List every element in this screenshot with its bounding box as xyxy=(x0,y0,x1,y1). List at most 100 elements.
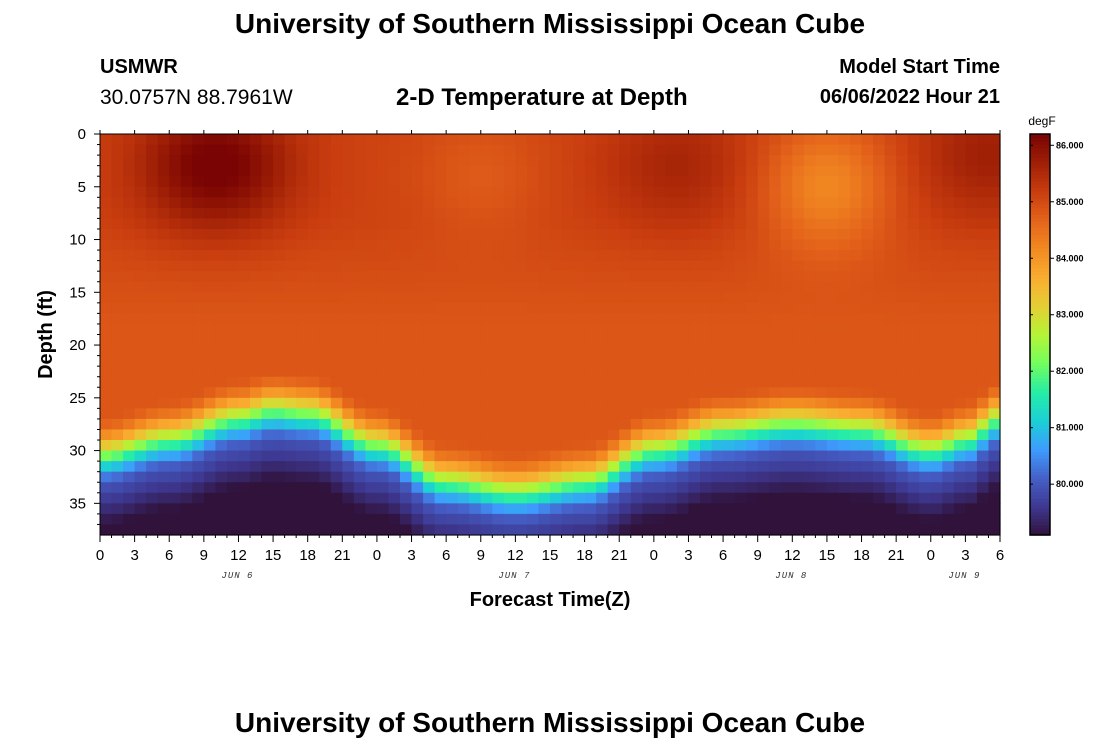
heatmap-cell xyxy=(400,186,413,198)
heatmap-cell xyxy=(930,260,943,272)
heatmap-cell xyxy=(584,440,597,452)
heatmap-cell xyxy=(492,440,505,452)
heatmap-cell xyxy=(976,165,990,177)
heatmap-cell xyxy=(515,302,528,314)
heatmap-cell xyxy=(803,471,816,483)
heatmap-cell xyxy=(884,260,897,272)
heatmap-cell xyxy=(688,186,701,198)
heatmap-cell xyxy=(746,281,759,293)
heatmap-cell xyxy=(584,482,597,494)
heatmap-cell xyxy=(273,513,286,526)
heatmap-cell xyxy=(780,450,793,462)
heatmap-cell xyxy=(619,218,632,230)
heatmap-cell xyxy=(526,271,540,283)
heatmap-cell xyxy=(503,176,516,188)
heatmap-cell xyxy=(792,250,805,262)
heatmap-cell xyxy=(988,387,1001,399)
heatmap-cell xyxy=(642,492,655,504)
heatmap-cell xyxy=(284,239,297,251)
heatmap-cell xyxy=(192,503,205,515)
heatmap-cell xyxy=(665,218,678,230)
heatmap-cell xyxy=(261,260,274,272)
heatmap-cell xyxy=(307,292,320,304)
heatmap-cell xyxy=(503,228,516,241)
heatmap-cell xyxy=(180,503,193,515)
heatmap-cell xyxy=(192,397,205,409)
heatmap-cell xyxy=(330,450,343,462)
heatmap-cell xyxy=(180,302,193,314)
heatmap-cell xyxy=(803,260,816,272)
heatmap-cell xyxy=(330,461,343,473)
heatmap-cell xyxy=(734,503,747,515)
heatmap-cell xyxy=(134,144,147,156)
heatmap-cell xyxy=(503,376,516,388)
heatmap-cell xyxy=(342,218,355,230)
heatmap-cell xyxy=(296,408,309,420)
heatmap-cell xyxy=(861,228,874,241)
heatmap-cell xyxy=(284,281,297,293)
heatmap-cell xyxy=(273,366,286,378)
heatmap-cell xyxy=(376,355,390,367)
heatmap-cell xyxy=(215,144,228,156)
heatmap-cell xyxy=(273,197,286,209)
heatmap-cell xyxy=(896,492,909,504)
heatmap-cell xyxy=(642,176,655,188)
heatmap-cell xyxy=(653,387,666,399)
colorbar-segment xyxy=(1030,341,1050,346)
heatmap-cell xyxy=(596,186,609,198)
heatmap-cell xyxy=(157,355,170,367)
heatmap-cell xyxy=(353,376,366,388)
heatmap-cell xyxy=(342,313,355,325)
colorbar-segment xyxy=(1030,347,1050,352)
heatmap-cell xyxy=(688,134,701,146)
heatmap-cell xyxy=(826,281,840,293)
heatmap-cell xyxy=(815,387,828,399)
heatmap-cell xyxy=(907,207,920,220)
heatmap-cell xyxy=(700,376,713,388)
heatmap-cell xyxy=(919,250,932,262)
heatmap-cell xyxy=(296,155,309,167)
heatmap-cell xyxy=(792,397,805,409)
heatmap-cell xyxy=(238,292,251,304)
heatmap-cell xyxy=(192,440,205,452)
heatmap-cell xyxy=(861,461,874,473)
heatmap-cell xyxy=(653,218,666,230)
heatmap-cell xyxy=(434,228,447,241)
heatmap-cell xyxy=(226,134,240,146)
heatmap-cell xyxy=(376,482,390,494)
colorbar-segment xyxy=(1030,144,1050,148)
heatmap-cell xyxy=(538,492,551,504)
heatmap-cell xyxy=(238,440,251,452)
heatmap-cell xyxy=(769,165,782,177)
heatmap-cell xyxy=(550,376,563,388)
heatmap-cell xyxy=(123,250,136,262)
heatmap-cell xyxy=(503,524,516,536)
heatmap-cell xyxy=(226,450,240,462)
heatmap-cell xyxy=(769,176,782,188)
heatmap-cell xyxy=(526,165,540,177)
heatmap-cell xyxy=(469,492,482,504)
heatmap-cell xyxy=(965,281,978,293)
heatmap-cell xyxy=(192,218,205,230)
heatmap-cell xyxy=(192,250,205,262)
heatmap-cell xyxy=(503,387,516,399)
heatmap-cell xyxy=(953,366,966,378)
heatmap-cell xyxy=(976,218,990,230)
heatmap-cell xyxy=(573,176,586,188)
x-tick-label: 18 xyxy=(853,547,870,564)
heatmap-cell xyxy=(203,492,216,504)
heatmap-cell xyxy=(146,387,159,399)
heatmap-cell xyxy=(942,450,955,462)
colorbar-segment xyxy=(1030,461,1050,466)
colorbar-segment xyxy=(1030,207,1050,212)
heatmap-cell xyxy=(503,482,516,494)
heatmap-cell xyxy=(803,461,816,473)
heatmap-cell xyxy=(353,366,366,378)
heatmap-cell xyxy=(688,397,701,409)
heatmap-cell xyxy=(515,482,528,494)
heatmap-cell xyxy=(596,144,609,156)
heatmap-cell xyxy=(192,387,205,399)
heatmap-cell xyxy=(434,334,447,346)
heatmap-cell xyxy=(803,397,816,409)
heatmap-cell xyxy=(711,345,724,357)
